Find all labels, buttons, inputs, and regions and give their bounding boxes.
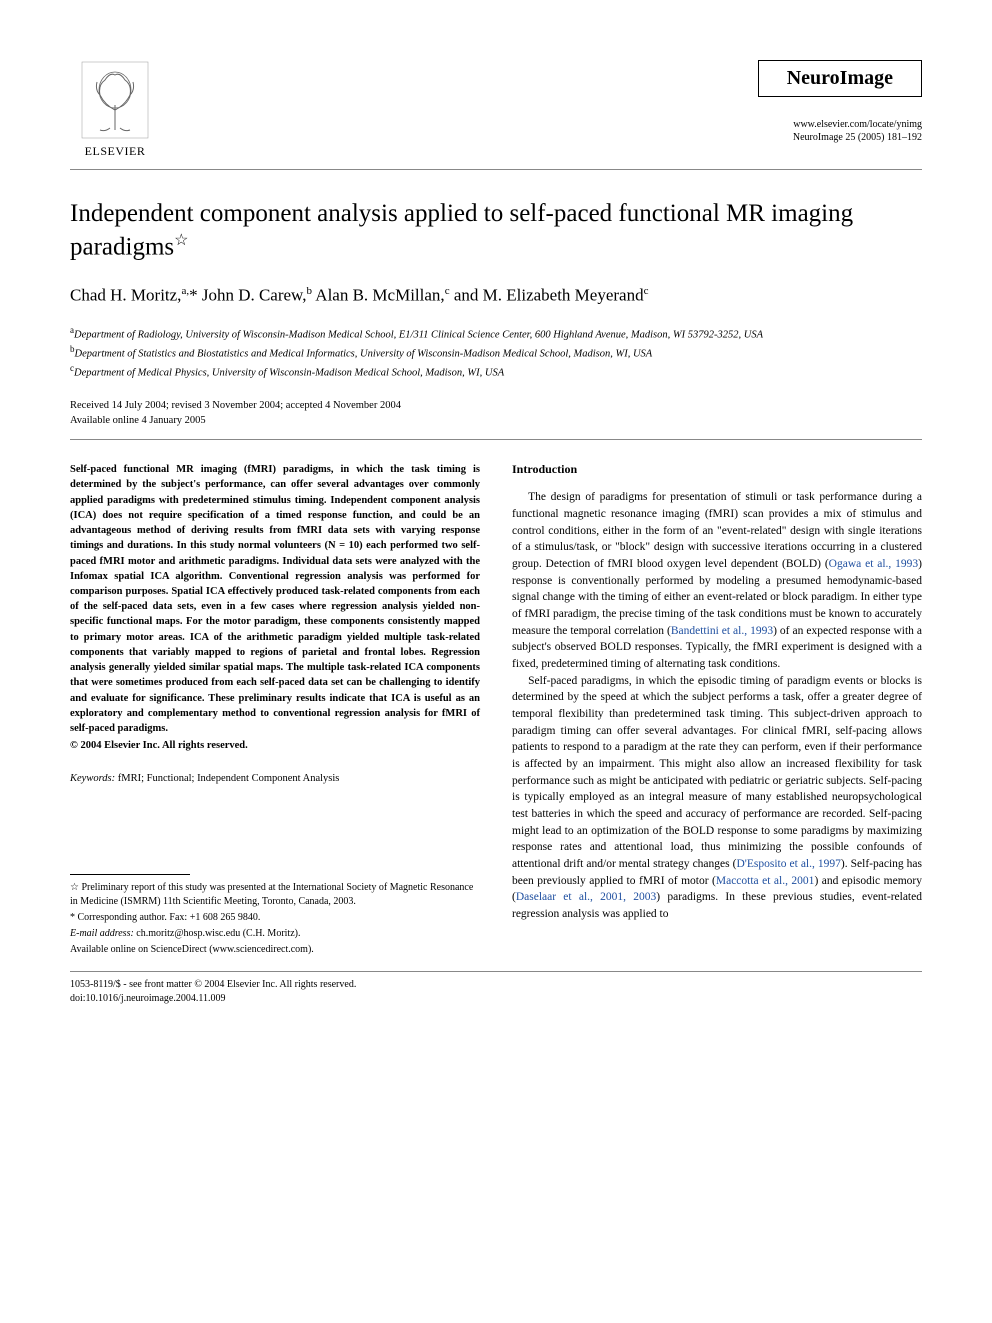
citation-desposito[interactable]: D'Esposito et al., 1997: [736, 858, 840, 870]
citation-ogawa[interactable]: Ogawa et al., 1993: [829, 558, 918, 570]
publisher-logo-block: ELSEVIER: [70, 60, 160, 159]
email-value: ch.moritz@hosp.wisc.edu (C.H. Moritz).: [136, 928, 300, 939]
footer-text: 1053-8119/$ - see front matter © 2004 El…: [70, 978, 922, 1006]
right-column: Introduction The design of paradigms for…: [512, 462, 922, 959]
affiliation-b: Department of Statistics and Biostatisti…: [75, 349, 653, 360]
page-header: ELSEVIER NeuroImage www.elsevier.com/loc…: [70, 60, 922, 159]
keywords-label: Keywords:: [70, 773, 115, 784]
article-title: Independent component analysis applied t…: [70, 198, 922, 263]
affiliation-c: Department of Medical Physics, Universit…: [74, 368, 504, 379]
citation-bandettini[interactable]: Bandettini et al., 1993: [671, 625, 773, 637]
online-date: Available online 4 January 2005: [70, 413, 922, 429]
affiliation-a: Department of Radiology, University of W…: [74, 329, 763, 340]
footnote-email: E-mail address: ch.moritz@hosp.wisc.edu …: [70, 927, 480, 941]
footnote-corresponding: * Corresponding author. Fax: +1 608 265 …: [70, 911, 480, 925]
publisher-name: ELSEVIER: [85, 144, 146, 159]
mid-rule: [70, 439, 922, 440]
abstract-text: Self-paced functional MR imaging (fMRI) …: [70, 462, 480, 736]
journal-title-box: NeuroImage: [758, 60, 922, 97]
elsevier-tree-icon: [80, 60, 150, 140]
footer-doi: doi:10.1016/j.neuroimage.2004.11.009: [70, 992, 922, 1006]
footer-rule: [70, 971, 922, 972]
abstract-copyright: © 2004 Elsevier Inc. All rights reserved…: [70, 740, 480, 751]
footer-issn: 1053-8119/$ - see front matter © 2004 El…: [70, 978, 922, 992]
citation-maccotta[interactable]: Maccotta et al., 2001: [716, 875, 815, 887]
title-text: Independent component analysis applied t…: [70, 200, 853, 260]
introduction-heading: Introduction: [512, 462, 922, 477]
footnote-preliminary: ☆ Preliminary report of this study was p…: [70, 881, 480, 909]
history-dates: Received 14 July 2004; revised 3 Novembe…: [70, 398, 922, 414]
header-rule: [70, 169, 922, 170]
title-note-marker: ☆: [174, 232, 188, 249]
keywords-line: Keywords: fMRI; Functional; Independent …: [70, 773, 480, 784]
footnote-sciencedirect: Available online on ScienceDirect (www.s…: [70, 943, 480, 957]
journal-citation: NeuroImage 25 (2005) 181–192: [622, 132, 922, 143]
keywords-values: fMRI; Functional; Independent Component …: [118, 773, 340, 784]
article-dates: Received 14 July 2004; revised 3 Novembe…: [70, 398, 922, 430]
intro-paragraph-1: The design of paradigms for presentation…: [512, 489, 922, 672]
footnotes: ☆ Preliminary report of this study was p…: [70, 881, 480, 957]
authors-line: Chad H. Moritz,a,* John D. Carew,b Alan …: [70, 285, 922, 306]
journal-url: www.elsevier.com/locate/ynimg: [622, 119, 922, 130]
intro-paragraph-2: Self-paced paradigms, in which the episo…: [512, 673, 922, 923]
journal-name: NeuroImage: [787, 67, 893, 89]
footnote-rule: [70, 874, 190, 875]
affiliations: aDepartment of Radiology, University of …: [70, 324, 922, 382]
body-columns: Self-paced functional MR imaging (fMRI) …: [70, 462, 922, 959]
email-label: E-mail address:: [70, 928, 134, 939]
journal-info-block: NeuroImage www.elsevier.com/locate/ynimg…: [622, 60, 922, 143]
left-column: Self-paced functional MR imaging (fMRI) …: [70, 462, 480, 959]
citation-daselaar[interactable]: Daselaar et al., 2001, 2003: [516, 891, 656, 903]
